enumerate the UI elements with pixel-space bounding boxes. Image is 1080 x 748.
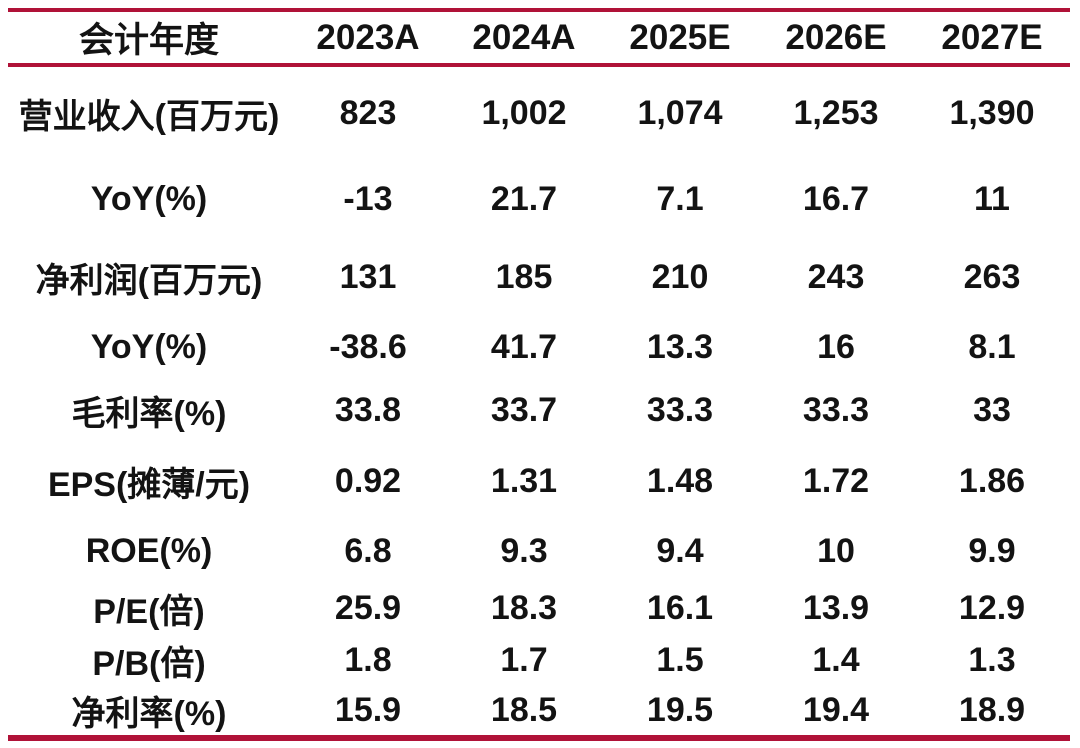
row-label: ROE(%): [85, 531, 213, 570]
table-body: 营业收入(百万元) 823 1,002 1,074 1,253 1,390 YoY(%) -1…: [8, 67, 1070, 741]
year-column-header: 2025E: [602, 12, 758, 67]
cell-value: 8.1: [968, 327, 1016, 366]
cell-value: 1.31: [490, 461, 558, 500]
cell-value: 33.3: [646, 390, 714, 429]
cell-value: 1,002: [481, 94, 567, 132]
cell-value: 1,253: [793, 94, 879, 132]
year-column-header: 2023A: [290, 12, 446, 67]
cell-value: 33: [973, 390, 1011, 429]
row-label: YoY(%): [90, 327, 208, 366]
cell-value: 1.5: [656, 640, 704, 679]
table-row: 营业收入(百万元) 823 1,002 1,074 1,253 1,390: [8, 67, 1070, 160]
cell-value: 18.5: [446, 686, 602, 741]
cell-value: -38.6: [329, 327, 407, 366]
cell-value: 12.9: [958, 588, 1026, 627]
cell-value: 185: [495, 257, 553, 296]
cell-value: 18.9: [914, 686, 1070, 741]
cell-value: 131: [339, 257, 397, 296]
row-label: 净利率(%): [8, 686, 290, 741]
cell-value: -13: [343, 179, 393, 218]
cell-value: 41.7: [490, 327, 558, 366]
cell-value: 1.4: [812, 640, 860, 679]
year-column-header: 2024A: [446, 12, 602, 67]
cell-value: 10: [817, 531, 855, 570]
cell-value: 1.48: [646, 461, 714, 500]
cell-value: 7.1: [656, 179, 704, 218]
cell-value: 263: [963, 257, 1021, 296]
cell-value: 9.3: [500, 531, 548, 570]
table-row: EPS(摊薄/元) 0.92 1.31 1.48 1.72 1.86: [8, 442, 1070, 520]
fiscal-year-header: 会计年度: [8, 12, 290, 67]
cell-value: 1,390: [949, 94, 1035, 132]
cell-value: 1.8: [344, 640, 392, 679]
cell-value: 19.4: [758, 686, 914, 741]
cell-value: 243: [807, 257, 865, 296]
row-label: P/E(倍): [93, 592, 205, 631]
row-label: 营业收入(百万元): [18, 98, 280, 136]
cell-value: 33.8: [334, 390, 402, 429]
cell-value: 9.4: [656, 531, 704, 570]
table-row: 毛利率(%) 33.8 33.7 33.3 33.3 33: [8, 378, 1070, 442]
cell-value: 19.5: [602, 686, 758, 741]
cell-value: 9.9: [968, 531, 1016, 570]
cell-value: 33.3: [802, 390, 870, 429]
table-row: 净利率(%) 15.9 18.5 19.5 19.4 18.9: [8, 686, 1070, 741]
cell-value: 1.72: [802, 461, 870, 500]
cell-value: 823: [339, 94, 397, 132]
cell-value: 1.7: [500, 640, 548, 679]
cell-value: 21.7: [490, 179, 558, 218]
cell-value: 25.9: [334, 588, 402, 627]
cell-value: 1.3: [968, 640, 1016, 679]
financial-forecast-table: 会计年度 2023A 2024A 2025E 2026E 2027E 营业收入(百万元) 8…: [8, 8, 1070, 741]
cell-value: 16: [817, 327, 855, 366]
table-row: 净利润(百万元) 131 185 210 243 263: [8, 238, 1070, 316]
cell-value: 0.92: [334, 461, 402, 500]
cell-value: 13.3: [646, 327, 714, 366]
cell-value: 6.8: [344, 531, 392, 570]
table-row: YoY(%) -38.6 41.7 13.3 16 8.1: [8, 316, 1070, 378]
cell-value: 11: [974, 179, 1010, 218]
row-label: 净利润(百万元): [35, 261, 263, 300]
table-row: P/B(倍) 1.8 1.7 1.5 1.4 1.3: [8, 634, 1070, 686]
cell-value: 18.3: [490, 588, 558, 627]
row-label: 毛利率(%): [71, 394, 227, 433]
cell-value: 13.9: [802, 588, 870, 627]
cell-value: 16.7: [802, 179, 870, 218]
year-column-header: 2026E: [758, 12, 914, 67]
table-row: ROE(%) 6.8 9.3 9.4 10 9.9: [8, 520, 1070, 582]
table-header: 会计年度 2023A 2024A 2025E 2026E 2027E: [8, 12, 1070, 67]
cell-value: 15.9: [290, 686, 446, 741]
cell-value: 16.1: [646, 588, 714, 627]
row-label: EPS(摊薄/元): [47, 465, 251, 504]
table-row: YoY(%) -13 21.7 7.1 16.7 11: [8, 160, 1070, 238]
cell-value: 1.86: [958, 461, 1026, 500]
cell-value: 33.7: [490, 390, 558, 429]
cell-value: 210: [651, 257, 709, 296]
year-column-header: 2027E: [914, 12, 1070, 67]
header-row: 会计年度 2023A 2024A 2025E 2026E 2027E: [8, 12, 1070, 67]
table-row: P/E(倍) 25.9 18.3 16.1 13.9 12.9: [8, 582, 1070, 634]
row-label: P/B(倍): [92, 644, 206, 683]
row-label: YoY(%): [90, 179, 208, 218]
cell-value: 1,074: [637, 94, 723, 132]
